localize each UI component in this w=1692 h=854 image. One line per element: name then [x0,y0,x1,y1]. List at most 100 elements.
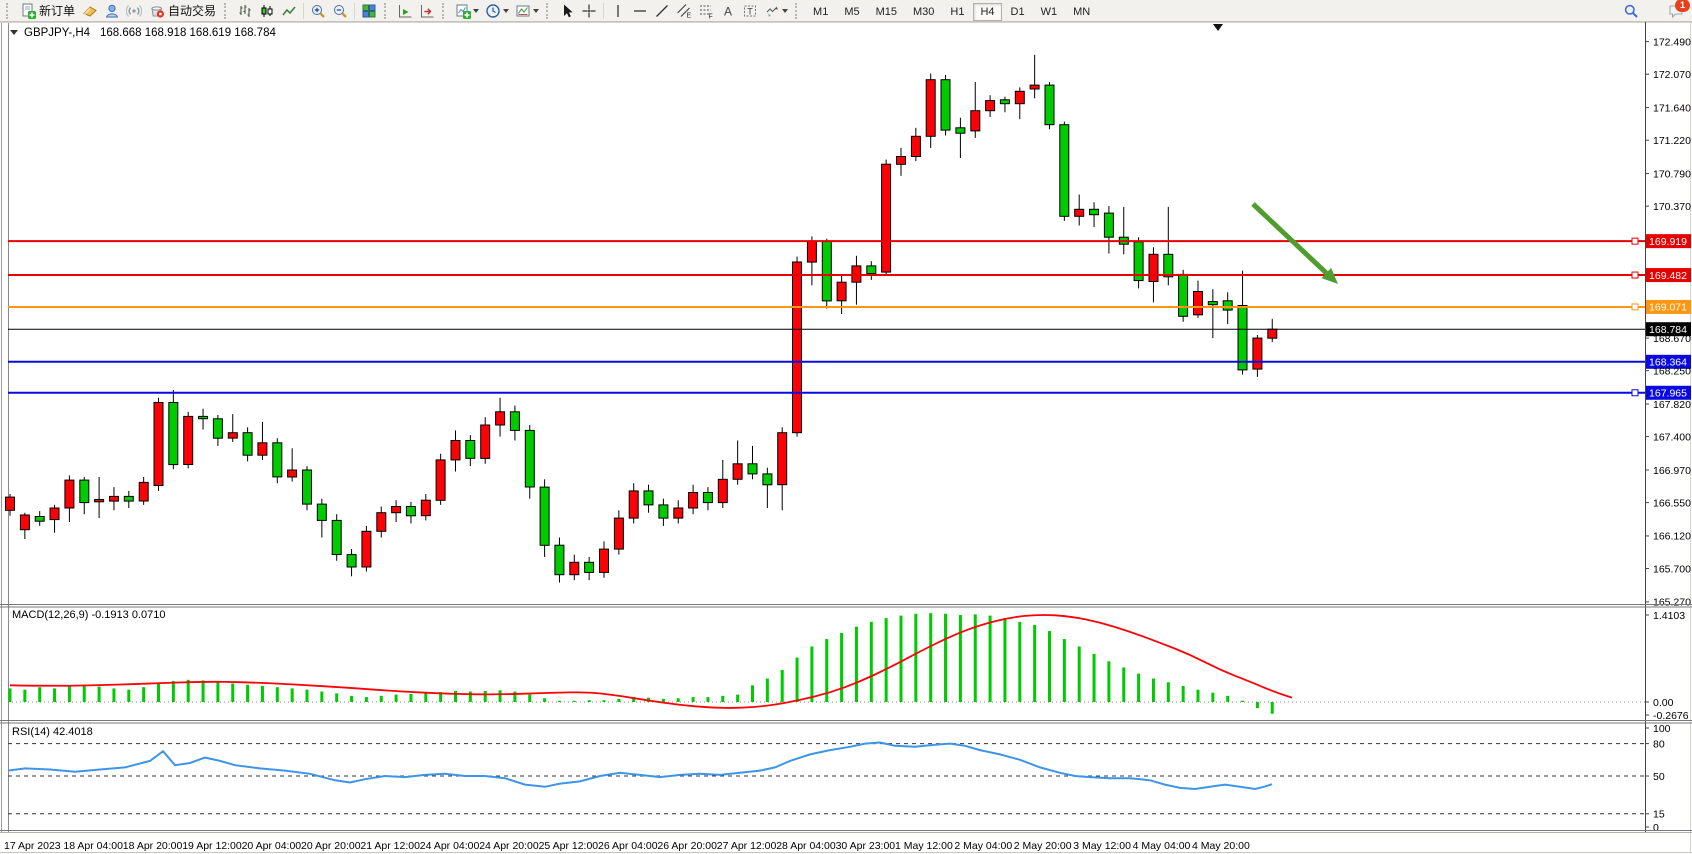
candle-body [599,548,609,573]
trend-arrow[interactable] [1251,202,1329,275]
macd-histogram-bar [246,684,250,702]
timeframe-M1[interactable]: M1 [813,5,829,18]
equidistant-channel-tool-icon[interactable]: E [673,2,695,20]
macd-histogram-bar [1226,695,1230,702]
macd-histogram-bar [854,626,858,702]
price-axis-tick-label: 170.370 [1653,201,1691,213]
candle-body [480,424,491,459]
cursor-tool-icon[interactable] [556,2,578,20]
toolbar-grip[interactable] [384,2,390,19]
macd-histogram-bar [112,688,116,702]
tile-windows-icon[interactable] [358,2,380,20]
arrows-tool-icon[interactable] [761,2,791,20]
candle-body [702,492,713,504]
macd-histogram-bar [617,698,621,702]
current-price-box [1646,322,1691,337]
signal-icon[interactable] [123,2,145,20]
timeframe-MN[interactable]: MN [1073,5,1091,18]
svg-text:A: A [724,4,732,18]
macd-histogram-bar [290,688,294,702]
zoom-out-icon[interactable] [329,2,351,20]
macd-histogram-bar [1122,667,1126,702]
macd-histogram-bar [1062,639,1066,702]
profile-icon[interactable] [101,2,123,20]
price-axis-tick-label: 172.070 [1653,69,1691,81]
notifications-button[interactable]: 1 [1668,0,1690,19]
autotrade-icon [151,5,165,18]
time-axis-label: 18 Apr 20:00 [123,840,183,852]
macd-histogram-bar [765,678,769,702]
timeframe-D1[interactable]: D1 [1010,5,1025,18]
period-clock-icon[interactable] [482,2,512,20]
toolbar-grip[interactable] [224,2,230,19]
line-chart-type-icon[interactable] [278,2,300,20]
macd-histogram-bar [513,691,517,702]
candle-body [346,554,357,568]
new-order-button[interactable]: 新订单 [16,1,79,20]
price-line-handle[interactable] [1631,303,1639,311]
candle-body [109,495,119,502]
candle-body [509,411,520,431]
macd-histogram-bar [691,697,695,702]
chart-shift-icon[interactable] [416,2,438,20]
price-line-label-box [1646,299,1691,314]
timeframe-H4[interactable]: H4 [973,2,1002,21]
timeframe-W1[interactable]: W1 [1040,5,1058,18]
price-axis-tick-label: 165.700 [1653,563,1691,575]
toolbar-grip[interactable] [795,2,801,19]
macd-histogram-bar [1033,624,1037,702]
price-line-label: 168.364 [1649,357,1687,369]
trend-arrow-head[interactable] [1321,267,1338,284]
time-axis-label: 2 May 04:00 [954,840,1012,852]
macd-histogram-bar [543,698,547,702]
macd-histogram-bar [869,621,873,702]
toolbar-grip[interactable] [442,2,448,19]
timeframe-M5[interactable]: M5 [844,5,860,18]
trendline-tool-icon[interactable] [651,2,673,20]
time-axis-label: 25 Apr 12:00 [539,840,599,852]
rsi-axis-label: 100 [1653,723,1671,735]
time-axis-label: 4 May 04:00 [1133,840,1191,852]
toolbar-grip[interactable] [546,2,552,19]
bar-chart-type-icon[interactable] [234,2,256,20]
template-icon[interactable] [512,2,542,20]
candle-body [673,507,684,519]
macd-histogram-bar [1077,646,1081,702]
timeframe-H1[interactable]: H1 [950,5,965,18]
crosshair-tool-icon[interactable] [578,2,600,20]
chart-shift-marker[interactable] [1213,24,1223,31]
macd-histogram-bar [216,681,220,702]
price-line-handle[interactable] [1631,271,1639,279]
vertical-line-tool-icon[interactable] [607,2,629,20]
text-label-tool-icon[interactable]: T [739,2,761,20]
price-line-handle[interactable] [1631,389,1639,397]
chart-collapse-icon[interactable] [10,30,18,35]
horizontal-line-tool-icon[interactable] [629,2,651,20]
macd-histogram-bar [973,614,977,702]
autotrade-button[interactable]: 自动交易 [145,1,220,20]
new-chart-icon[interactable] [452,2,482,20]
search-icon[interactable] [1620,2,1642,20]
toolbar-grip[interactable] [6,2,12,19]
macd-histogram-bar [1151,678,1155,702]
macd-histogram-bar [958,615,962,702]
candlestick-type-icon[interactable] [256,2,278,20]
timeframe-M15[interactable]: M15 [875,5,897,18]
candle-body [1222,300,1233,311]
price-line-handle[interactable] [1631,237,1639,245]
macd-axis-label: -0.2676 [1653,710,1689,722]
auto-scroll-icon[interactable] [394,2,416,20]
text-tool-icon[interactable]: A [717,2,739,20]
timeframe-M30[interactable]: M30 [913,5,935,18]
market-watch-icon[interactable] [79,2,101,20]
fibonacci-tool-icon[interactable]: F [695,2,717,20]
time-axis-label: 26 Apr 20:00 [657,840,717,852]
macd-histogram-bar [795,657,799,702]
zoom-in-icon[interactable] [307,2,329,20]
macd-histogram-bar [1107,661,1111,702]
macd-histogram-bar [810,646,814,702]
candle-body [1029,84,1040,90]
price-axis-tick-label: 168.670 [1653,333,1691,345]
macd-histogram-bar [275,687,279,702]
macd-histogram-bar [1018,621,1022,702]
